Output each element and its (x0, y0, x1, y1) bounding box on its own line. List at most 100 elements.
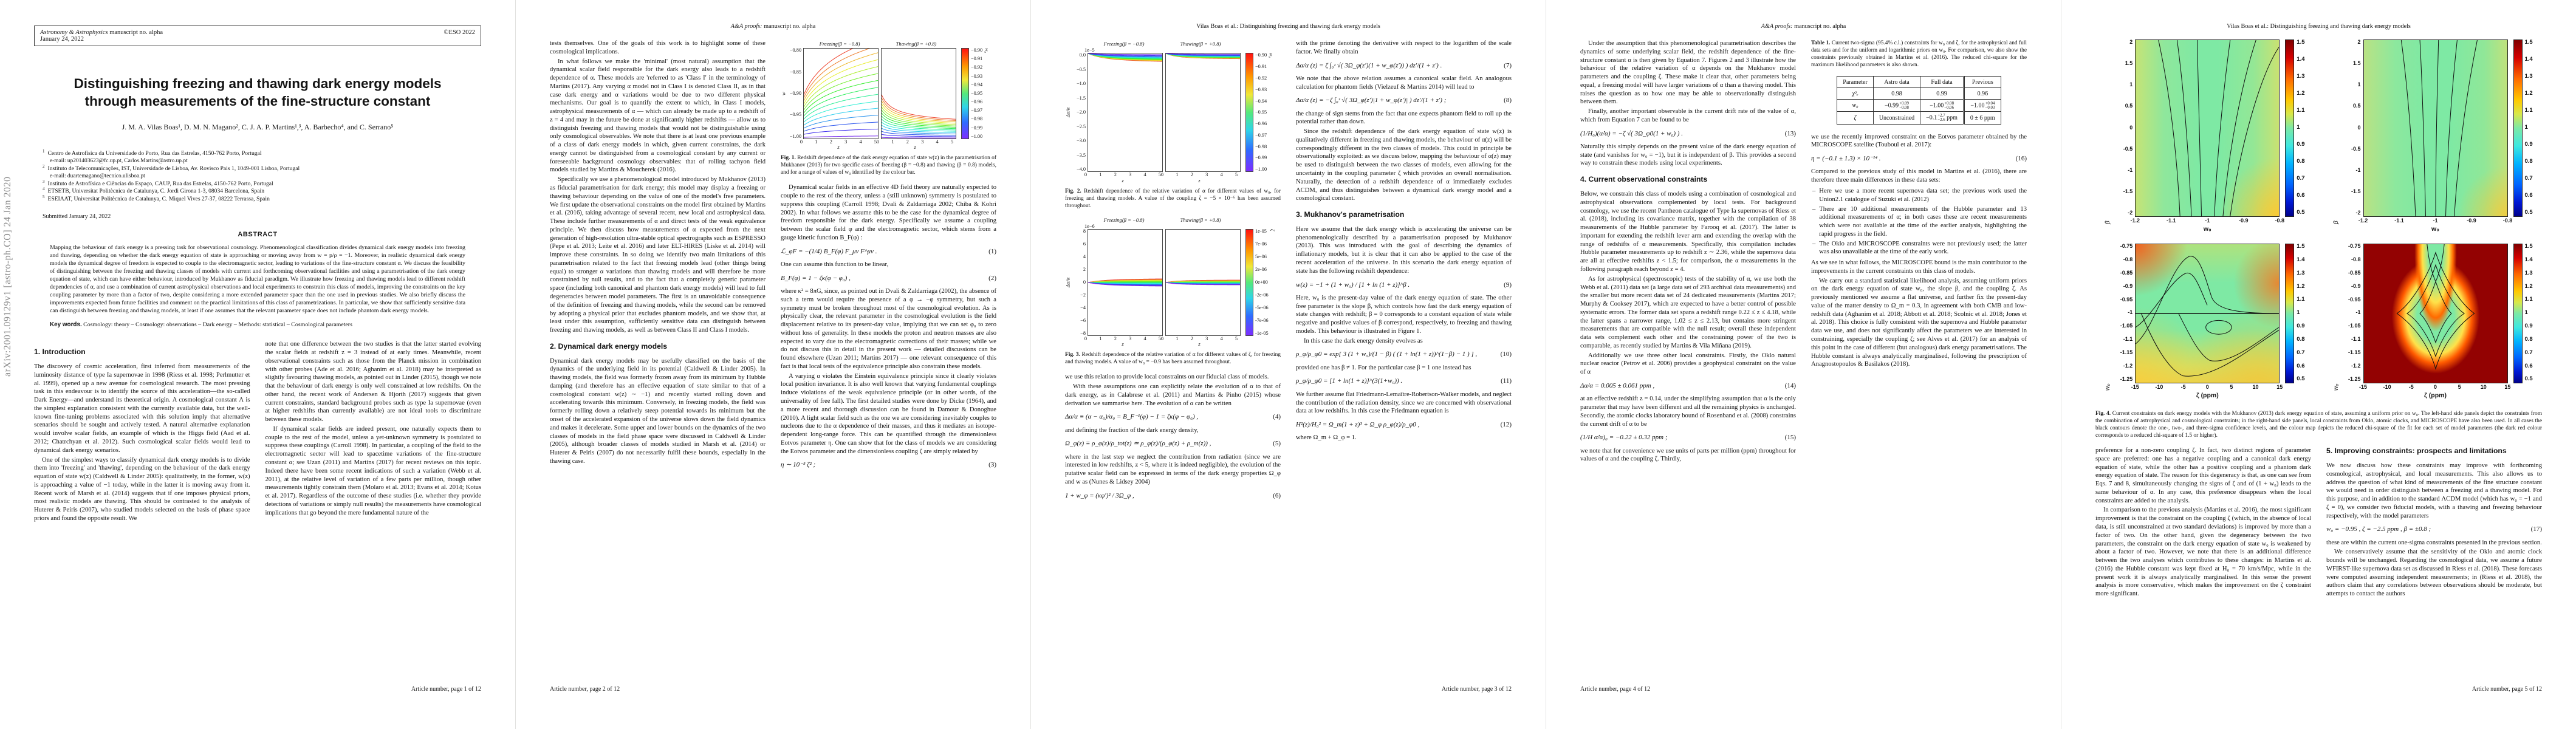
colorbar-tick-label: 0.6 (2524, 362, 2533, 369)
fig2-freezing-plot (1088, 53, 1163, 173)
y-tick-label: -0.75 (2348, 243, 2361, 249)
colorbar-tick-label: 0.6 (2297, 192, 2305, 199)
y-axis-label: Δα/α (1064, 108, 1071, 118)
running-header: Vilas Boas et al.: Distinguishing freezi… (1196, 23, 1380, 30)
colorbar-tick-label: −0.93 (971, 73, 983, 79)
equation-1: ℒ_φF = −(1/4) B_F(φ) F_μν F^μν . (1) (781, 247, 996, 256)
y-tick-label: 0.5 (2352, 103, 2361, 109)
colorbar-tick-label: 0.5 (2524, 209, 2533, 216)
paragraph: We now discuss how these constraints may… (2326, 462, 2542, 519)
authors-line: J. M. A. Vilas Boas¹, D. M. N. Magano², … (122, 122, 394, 131)
list-item: – The Oklo and MICROSCOPE constraints wer… (1811, 240, 2027, 257)
page2-right-column: Freezing(β = −0.8) Thawing(β = +0.8) w −0… (780, 39, 996, 474)
y-axis-ticks: 0.0 −0.5 −1.0 −1.5 −2.0 −2.5 −3.0 −3.5 −4.0 (1071, 53, 1088, 172)
table-1-caption: Table 1. Current two-sigma (95.4% c.l.) … (1811, 39, 2027, 69)
y-tick-label: −0.80 (789, 47, 801, 53)
figure-3-caption: Fig. 3. Redshift dependence of the relat… (1065, 351, 1281, 366)
colorbar-tick-label: 1.5 (2524, 39, 2533, 46)
y-tick-label: 1.5 (2125, 60, 2133, 67)
equation-body: ℒ_φF = −(1/4) B_F(φ) F_μν F^μν . (781, 247, 877, 255)
equation-number: (11) (1501, 377, 1512, 385)
running-header: Vilas Boas et al.: Distinguishing freezi… (2227, 23, 2411, 30)
equation-number: (2) (988, 274, 996, 282)
y-tick-label: −0.95 (789, 112, 801, 118)
x-axis-label: w₀ (2203, 225, 2211, 233)
fig1-thawing-plot (881, 48, 956, 140)
y-tick-label: -1 (2128, 309, 2133, 316)
x-tick-label: 2 (1190, 172, 1193, 178)
w0-astro: −0.99 +0.09 −0.08 (1872, 99, 1921, 112)
colorbar-tick-label: -1e-05 (1255, 330, 1269, 336)
paragraph: where Ω_m + Ω_φ = 1. (1296, 434, 1357, 442)
chi2-full: 0.99 (1920, 87, 1964, 100)
equation-body: H²(z)/H₀² = Ω_m(1 + z)³ + Ω_φ ρ_φ(z)/ρ_φ… (1296, 421, 1420, 429)
value: −0.1 (1926, 114, 1937, 122)
y-axis-label: w (780, 92, 787, 96)
paragraph: Compared to the previous study of this m… (1811, 168, 2027, 184)
panel-title-freezing: Freezing(β = −0.8) (1103, 41, 1145, 47)
x-tick-label: 1 (1176, 172, 1179, 178)
page-1: arXiv:2001.09129v1 [astro-ph.CO] 24 Jan … (0, 0, 515, 729)
y-tick-label: 2 (1083, 266, 1086, 272)
colorbar-tick-label: 0.6 (2524, 192, 2533, 199)
table-1: Parameter Astro data Full data Previous … (1811, 76, 2027, 125)
x-tick-label: 5 (1158, 172, 1162, 178)
y-tick-label: -1.05 (2120, 323, 2133, 329)
paragraph: provided one has β ≠ 1. For the particul… (1296, 364, 1471, 371)
affiliation-1: 1 Centro de Astrofísica da Universidade d… (43, 149, 473, 158)
equation-number: (13) (1784, 129, 1796, 137)
running-header-rest: manuscript no. alpha (762, 23, 816, 30)
y-axis-label: Δα/α (1064, 277, 1071, 288)
figure-3: Freezing(β = −0.8) Thawing(β = +0.8) 1e−6… (1064, 217, 1281, 366)
y-tick-label: −1.00 (789, 133, 801, 139)
x-axis-label: z (1198, 177, 1201, 183)
page-3: Vilas Boas et al.: Distinguishing freezi… (1030, 0, 1546, 729)
panel-title-thawing: Thawing(β = +0.8) (1180, 41, 1221, 47)
x-tick-label: 2 (829, 139, 832, 145)
caption-text: Redshift dependence of the dark energy e… (781, 155, 996, 176)
x-tick-label: -15 (2131, 384, 2139, 390)
colorbar-tick-label: 1.4 (2524, 256, 2533, 263)
colorbar-tick-label: 0.7 (2297, 349, 2305, 356)
equation-11: ρ_φ/ρ_φ0 = [1 + ln(1 + z)]^(3(1+w₀)) . (1… (1296, 377, 1512, 385)
equation-body: B_F(φ) = 1 − ζκ(φ − φ₀) , (781, 274, 851, 282)
colorbar-tick-label: −0.92 (971, 64, 983, 70)
x-tick-label: -0.8 (2502, 217, 2513, 224)
paragraph: these are within the current one-sigma c… (2326, 539, 2542, 546)
equation-16: η = (−0.1 ± 1.3) × 10⁻¹⁴ . (16) (1811, 154, 2027, 163)
y-tick-label: 8 (1083, 228, 1086, 234)
x-tick-label: 1 (1176, 336, 1179, 342)
keywords: Key words. Cosmology: theory – Cosmology… (50, 321, 465, 328)
page3-right-column: with the prime denoting the derivative w… (1296, 39, 1512, 505)
y-tick-label: -1.5 (2123, 188, 2133, 194)
journal-header-box: Astronomy & Astrophysics manuscript no. … (34, 26, 481, 46)
paragraph: Additionally we use three other local co… (1580, 352, 1796, 376)
paragraph: As for astrophysical (spectroscopic) tes… (1580, 275, 1796, 349)
arxiv-watermark: arXiv:2001.09129v1 [astro-ph.CO] 24 Jan … (2, 176, 13, 377)
y-tick-label: -0.95 (2120, 296, 2133, 303)
equation-number: (12) (1500, 421, 1512, 429)
equation-body: w₀ = −0.95 , ζ = −2.5 ppm , β = ±0.8 ; (2326, 525, 2431, 533)
x-tick-label: -5 (2180, 384, 2186, 390)
colorbar-tick-label: 0.9 (2297, 323, 2305, 330)
x-tick-label: -10 (2383, 384, 2391, 390)
x-tick-label: 1 (1099, 336, 1102, 342)
colorbar-tick-label: 0.5 (2297, 209, 2305, 216)
equation-number: (15) (1784, 434, 1796, 442)
fig4-bottom-left-cell: w₀ -0.75 -0.8 -0.85 -0.9 -0.95 -1 -1.05 -1.1 -1.… (2105, 244, 2305, 400)
x-axis-label: z (1122, 177, 1124, 183)
zeta-full: −0.1 +2.7 −2.6 ppm (1920, 111, 1964, 125)
x-tick-label: -1 (2433, 217, 2438, 224)
y-tick-label: -0.85 (2120, 269, 2133, 276)
param-zeta: ζ (1837, 111, 1874, 125)
equation-13: (1/H₀)(α̇/α) = −ζ √( 3Ω_φ0(1 + w₀) ) . (1… (1580, 129, 1796, 138)
y-axis-ticks: 2 1.5 1 0.5 0 -0.5 -1 -1.5 -2 (2112, 39, 2135, 216)
y-tick-label: -0.9 (2351, 282, 2361, 289)
colorbar-tick-label: −0.93 (1255, 86, 1267, 92)
paragraph: Finally, another important observable is… (1580, 108, 1796, 123)
dash-marker: – (1812, 205, 1816, 213)
x-tick-label: 5 (1235, 336, 1238, 342)
error-bounds: +0.04 −0.03 (1985, 101, 1995, 110)
y-tick-label: −1.0 (1076, 81, 1086, 87)
